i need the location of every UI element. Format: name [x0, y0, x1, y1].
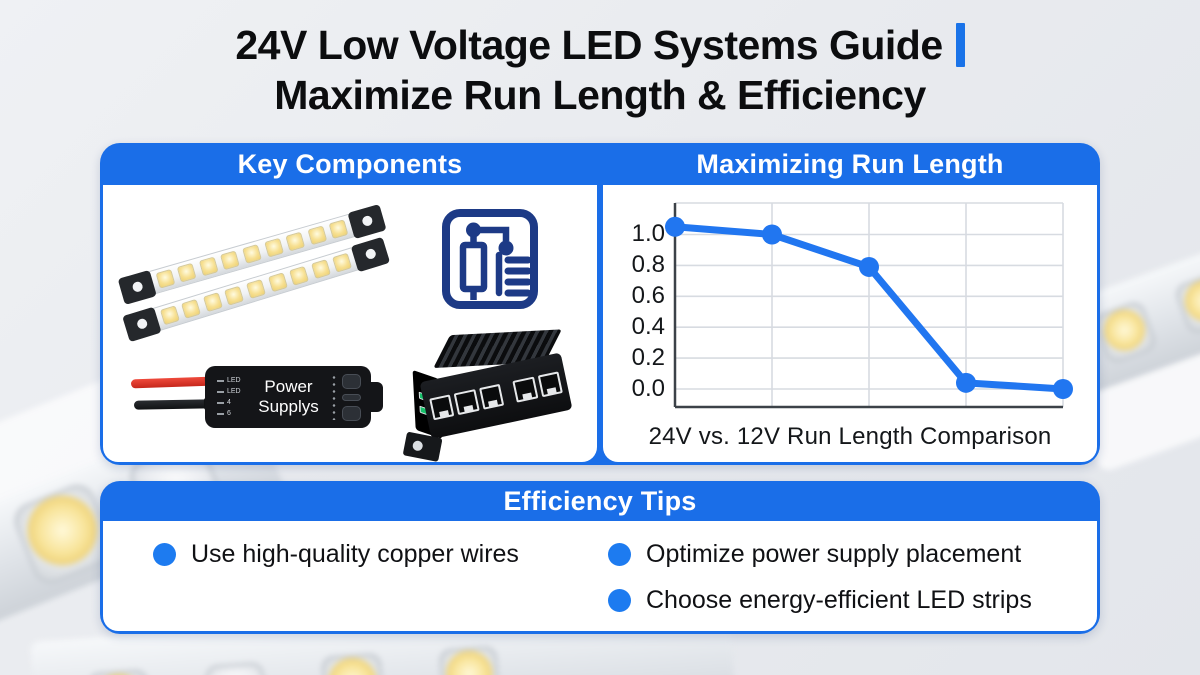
y-tick-label: 0.4 — [631, 313, 665, 340]
y-tick-label: 0.0 — [631, 375, 665, 402]
circuit-diagram-icon — [442, 209, 538, 309]
tip-item: Optimize power supply placement — [608, 539, 1097, 570]
led-chip — [224, 285, 245, 306]
efficiency-tips-header: Efficiency Tips — [503, 485, 697, 516]
output-port — [478, 383, 505, 410]
key-components-body: LED LED 4 6 Power Supplys — [103, 185, 597, 462]
efficiency-tips-body: Use high-quality copper wires Optimize p… — [103, 521, 1097, 631]
key-components-header: Key Components — [237, 148, 463, 179]
led-chip — [87, 668, 152, 675]
led-chip — [263, 237, 284, 258]
device-pin-marks: LED LED 4 6 — [217, 377, 247, 417]
output-port — [512, 376, 539, 403]
y-tick-label: 0.8 — [631, 251, 665, 278]
led-chip — [159, 305, 180, 326]
led-chip — [332, 252, 353, 273]
led-chip — [285, 231, 306, 252]
black-wire — [133, 399, 213, 410]
strip-end-tab — [350, 236, 391, 272]
led-chip — [320, 652, 385, 675]
led-chip — [202, 292, 223, 313]
device-label: Power Supplys — [258, 377, 319, 416]
bullet-dot-icon — [608, 589, 631, 612]
top-panels-container: Key Components Maximizing Run Length — [100, 143, 1100, 465]
title-line-1: 24V Low Voltage LED Systems Guide — [235, 22, 943, 68]
strip-end-tab — [347, 203, 387, 239]
y-tick-label: 0.6 — [631, 282, 665, 309]
chart-caption: 24V vs. 12V Run Length Comparison — [648, 423, 1052, 450]
y-tick-label: 0.2 — [631, 344, 665, 371]
power-supply-dimmer: LED LED 4 6 Power Supplys — [205, 366, 383, 428]
tip-text: Choose energy-efficient LED strips — [646, 586, 1032, 614]
y-tick-label: 1.0 — [631, 220, 665, 247]
output-port — [453, 389, 480, 416]
run-length-chart-body: 1.0 0.8 0.6 0.4 0.2 0.0 24V vs. 12V Run … — [603, 185, 1097, 462]
led-chip — [245, 279, 266, 299]
led-chip — [1091, 298, 1159, 366]
led-chip — [176, 262, 197, 283]
tip-item: Choose energy-efficient LED strips — [608, 585, 1097, 616]
page-title: 24V Low Voltage LED Systems Guide Maximi… — [0, 20, 1200, 120]
tip-item: Use high-quality copper wires — [153, 539, 608, 570]
power-supply-unit — [402, 327, 573, 462]
led-chip — [328, 219, 349, 239]
tip-text: Use high-quality copper wires — [191, 540, 519, 568]
led-chip — [267, 272, 288, 293]
bullet-dot-icon — [608, 543, 631, 566]
led-chip — [310, 259, 331, 280]
output-port — [537, 371, 563, 398]
device-buttons — [342, 373, 361, 421]
run-length-line-chart — [665, 202, 1073, 409]
led-chip — [181, 298, 202, 319]
led-chip — [307, 225, 328, 246]
led-chip — [438, 645, 501, 675]
led-chip — [205, 661, 267, 675]
output-port — [429, 394, 455, 421]
led-chip — [155, 269, 175, 289]
strip-end-tab — [117, 269, 157, 305]
title-cursor-bar — [955, 23, 965, 67]
bullet-dot-icon — [153, 543, 176, 566]
led-chip — [220, 250, 241, 271]
run-length-header: Maximizing Run Length — [696, 148, 1004, 179]
led-chip — [242, 244, 262, 264]
title-line-2: Maximize Run Length & Efficiency — [274, 72, 926, 118]
device-mount-tab — [369, 382, 383, 412]
device-dip-dots — [330, 374, 338, 420]
efficiency-tips-panel: Efficiency Tips Use high-quality copper … — [100, 481, 1100, 634]
tip-text: Optimize power supply placement — [646, 540, 1022, 568]
led-chip — [198, 256, 219, 277]
red-wire — [130, 376, 214, 389]
led-chip — [1172, 269, 1200, 337]
led-chip — [289, 265, 310, 286]
